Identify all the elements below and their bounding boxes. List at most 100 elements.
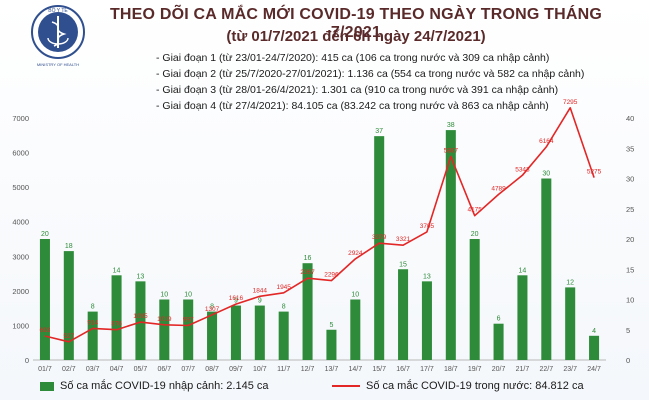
bar [398,269,409,360]
bar-data-label: 6 [497,316,501,323]
line-data-label: 2296 [324,272,339,279]
line-data-label: 2924 [348,250,363,257]
x-tick-label: 06/7 [158,366,172,373]
x-tick-label: 07/7 [181,366,195,373]
bar [421,281,432,360]
line-data-label: 997 [183,317,194,324]
bar-data-label: 10 [184,292,192,299]
legend-imported: Số ca mắc COVID-19 nhập cảnh: 2.145 ca [40,379,269,393]
x-tick-label: 23/7 [563,366,577,373]
x-tick-label: 21/7 [516,366,530,373]
x-tick-label: 13/7 [325,366,339,373]
x-tick-label: 18/7 [444,366,458,373]
bar [350,299,361,360]
y-right-tick-label: 25 [626,205,634,214]
bar [326,329,337,360]
bar [254,305,265,360]
bar-data-label: 9 [234,298,238,305]
x-tick-label: 01/7 [38,366,52,373]
bar-data-label: 14 [519,267,527,274]
bar-data-label: 38 [447,122,455,129]
bar-data-label: 30 [542,171,550,178]
line-data-label: 693 [40,327,51,334]
bar-data-label: 10 [160,292,168,299]
line-series-domestic [44,107,595,343]
line-data-label: 3321 [396,236,411,243]
y-left-tick-label: 4000 [12,218,29,227]
bar-data-label: 8 [282,304,286,311]
line-data-label: 3379 [372,234,387,241]
y-right-tick-label: 0 [626,356,630,365]
phase-note: Giai đoạn 3 (từ 28/01-26/4/2021): 1.301 … [156,82,616,98]
bar-data-label: 18 [65,243,73,250]
line-data-label: 1844 [253,287,268,294]
y-right-tick-label: 15 [626,265,634,274]
phase-note: Giai đoạn 2 (từ 25/7/2020-27/01/2021): 1… [156,66,616,82]
x-tick-label: 08/7 [205,366,219,373]
phase-note: Giai đoạn 4 (từ 27/4/2021): 84.105 ca (8… [156,98,616,114]
svg-text:MINISTRY OF HEALTH: MINISTRY OF HEALTH [37,62,79,67]
legend-line-swatch [332,385,360,387]
y-left-tick-label: 7000 [12,114,29,123]
x-tick-label: 11/7 [277,366,290,373]
x-tick-label: 19/7 [468,366,482,373]
bar-data-label: 10 [351,292,359,299]
line-data-label: 5275 [587,169,602,176]
line-data-label: 527 [63,333,74,340]
bar-data-label: 13 [137,273,145,280]
x-tick-label: 15/7 [372,366,386,373]
svg-text:BỘ Y TẾ: BỘ Y TẾ [48,7,68,14]
x-tick-label: 05/7 [134,366,148,373]
bar [374,136,385,360]
x-tick-label: 16/7 [396,366,410,373]
x-tick-label: 14/7 [349,366,363,373]
chart-subtitle: (từ 01/7/2021 đến 6h ngày 24/7/2021) [226,28,486,45]
y-right-tick-label: 10 [626,296,634,305]
x-tick-label: 02/7 [62,366,76,373]
x-tick-label: 04/7 [110,366,124,373]
bar-data-label: 15 [399,261,407,268]
bar [445,130,456,360]
bar-data-label: 37 [375,128,383,135]
y-left-tick-label: 3000 [12,252,29,261]
x-tick-label: 12/7 [301,366,315,373]
bar [159,299,170,360]
bar [565,287,576,360]
y-left-tick-label: 5000 [12,183,29,192]
line-data-label: 876 [111,321,122,328]
bar [207,311,218,360]
line-data-label: 1616 [229,295,244,302]
bar [39,239,50,360]
bar [469,239,480,360]
line-data-label: 1945 [276,284,291,291]
x-tick-label: 24/7 [587,366,601,373]
line-data-label: 1019 [157,316,172,323]
y-right-tick-label: 35 [626,144,634,153]
line-data-label: 5343 [515,166,530,173]
phase-note: Giai đoạn 1 (từ 23/01-24/7/2020): 415 ca… [156,50,616,66]
line-data-label: 2367 [300,269,315,276]
y-left-tick-label: 1000 [12,321,29,330]
bar-data-label: 20 [41,231,49,238]
phase-notes: Giai đoạn 1 (từ 23/01-24/7/2020): 415 ca… [156,50,616,114]
legend-bar-swatch [40,381,54,391]
bar-data-label: 14 [113,267,121,274]
legend-imported-label: Số ca mắc COVID-19 nhập cảnh: 2.145 ca [60,380,269,392]
x-tick-label: 10/7 [253,366,267,373]
bar [63,251,74,360]
legend-domestic-label: Số ca mắc COVID-19 trong nước: 84.812 ca [366,380,584,392]
bar-data-label: 12 [566,279,574,286]
y-left-tick-label: 0 [25,356,29,365]
bar-data-label: 20 [471,231,479,238]
bar [111,275,122,360]
y-left-tick-label: 6000 [12,149,29,158]
bar-data-label: 5 [329,322,333,329]
bar [517,275,528,360]
y-right-tick-label: 40 [626,114,634,123]
bar [230,305,241,360]
chart-title: THEO DÕI CA MẮC MỚI COVID-19 THEO NGÀY T… [109,6,603,41]
x-tick-label: 17/7 [420,366,434,373]
bar [183,299,194,360]
ministry-logo: BỘ Y TẾ MINISTRY OF HEALTH [31,5,85,67]
line-data-label: 1095 [133,313,148,320]
